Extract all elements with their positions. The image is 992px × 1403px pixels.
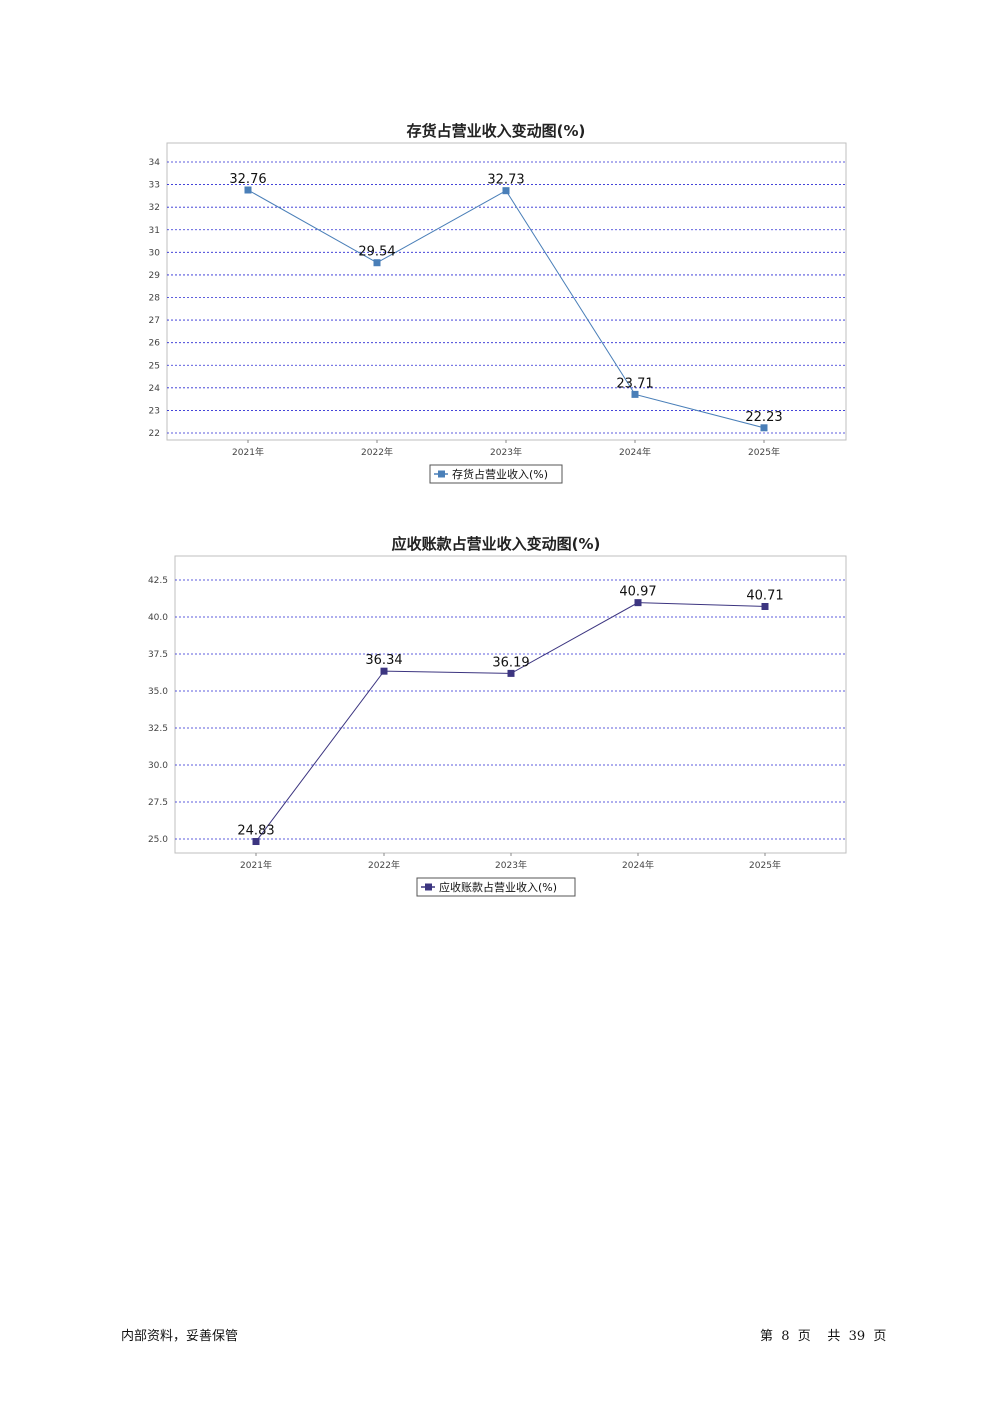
chart2-data-label: 24.83 xyxy=(237,824,274,839)
chart2-data-point xyxy=(252,838,260,846)
chart2-svg: 42.5 40.0 37.5 35.0 32.5 30.0 27.5 25.0 2021年 202… xyxy=(148,555,847,897)
chart2-title: 应收账款占营业收入变动图(%) xyxy=(391,535,601,553)
chart2-y-tick-label: 32.5 xyxy=(148,724,168,734)
chart2-legend-box xyxy=(416,877,576,897)
chart2-data-label: 36.19 xyxy=(492,655,529,670)
chart1-x-tick-label: 2021年 xyxy=(232,446,264,458)
chart1-data-label: 22.23 xyxy=(745,410,782,425)
chart1-y-tick-label: 24 xyxy=(149,384,161,394)
chart1-x-tick-label: 2024年 xyxy=(619,446,651,458)
chart1-y-tick-label: 26 xyxy=(149,339,161,349)
chart2-x-tick-label: 2021年 xyxy=(240,859,272,871)
chart1-x-tick-label: 2025年 xyxy=(748,446,780,458)
chart1-y-tick-label: 33 xyxy=(149,181,160,191)
chart1-data-point xyxy=(244,186,252,194)
chart2-plot-area xyxy=(174,555,847,854)
chart2-legend-marker xyxy=(425,883,432,891)
chart1-plot-area xyxy=(166,142,847,441)
chart2-y-tick-label: 25.0 xyxy=(148,835,168,845)
chart2-data-label: 40.71 xyxy=(746,588,783,603)
chart2-x-tick-label: 2024年 xyxy=(622,859,654,871)
chart1-x-tick-label: 2022年 xyxy=(361,446,393,458)
chart2-y-tick-label: 40.0 xyxy=(148,613,168,623)
chart1-data-label: 32.76 xyxy=(229,172,266,187)
chart2-data-label: 36.34 xyxy=(365,653,402,668)
chart2-y-tick-label: 42.5 xyxy=(148,576,168,586)
chart1-data-label: 23.71 xyxy=(616,376,653,391)
chart1-y-tick-label: 31 xyxy=(149,226,160,236)
chart1-legend-label: 存货占营业收入(%) xyxy=(452,467,548,481)
chart1-y-tick-label: 29 xyxy=(149,271,161,281)
chart1-data-point xyxy=(373,259,381,267)
chart1-svg: 34 33 32 31 30 29 28 27 26 25 24 23 22 2021年 2022年 2023… xyxy=(149,142,847,484)
chart2-data-label: 40.97 xyxy=(619,585,656,600)
chart1-data-label: 32.73 xyxy=(487,173,524,188)
footer-confidential-note: 内部资料，妥善保管 xyxy=(121,1329,239,1344)
chart1-y-tick-label: 34 xyxy=(149,158,161,168)
chart2-y-tick-label: 27.5 xyxy=(148,798,168,808)
chart1-legend-box xyxy=(429,464,563,484)
chart1-data-point xyxy=(502,187,510,195)
chart2-x-tick-label: 2023年 xyxy=(495,859,527,871)
chart2-y-tick-label: 30.0 xyxy=(148,761,168,771)
chart2-y-tick-label: 37.5 xyxy=(148,650,168,660)
footer-page-number: 第 8 页 共 39 页 xyxy=(760,1329,887,1344)
chart1-data-point xyxy=(760,424,768,432)
chart2-data-point xyxy=(634,599,642,607)
chart2-y-tick-label: 35.0 xyxy=(148,687,168,697)
chart2-legend-label: 应收账款占营业收入(%) xyxy=(439,880,557,894)
chart1-y-tick-label: 23 xyxy=(149,406,160,416)
chart2-data-point xyxy=(761,602,769,610)
chart1-title: 存货占营业收入变动图(%) xyxy=(406,122,586,140)
chart1-y-tick-label: 30 xyxy=(149,248,161,258)
chart2-x-tick-label: 2022年 xyxy=(368,859,400,871)
chart2-data-point xyxy=(380,667,388,675)
chart1-y-tick-label: 32 xyxy=(149,203,160,213)
chart1-legend-marker xyxy=(438,470,445,478)
chart1-x-tick-label: 2023年 xyxy=(490,446,522,458)
chart1-y-tick-label: 28 xyxy=(149,294,161,304)
chart1-data-point xyxy=(631,390,639,398)
chart1-y-tick-label: 22 xyxy=(149,429,160,439)
chart1-data-label: 29.54 xyxy=(358,245,395,260)
chart2-x-tick-label: 2025年 xyxy=(749,859,781,871)
chart1-y-tick-label: 27 xyxy=(149,316,160,326)
chart2-data-point xyxy=(507,669,515,677)
chart1-y-tick-label: 25 xyxy=(149,361,160,371)
